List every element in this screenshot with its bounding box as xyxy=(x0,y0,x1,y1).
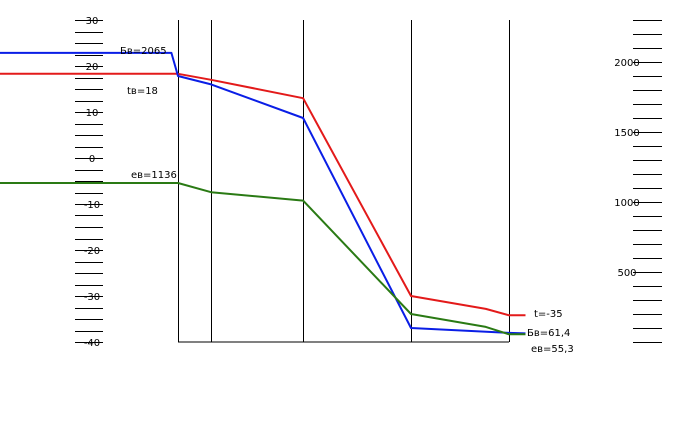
series-layer xyxy=(0,51,526,336)
annotation-eb_end: eв=55,3 xyxy=(531,344,574,355)
series-line-tb xyxy=(0,72,526,317)
left-axis-tick-label: 10 xyxy=(86,108,99,119)
series-line-e_b xyxy=(0,182,526,336)
left-axis-tick-label: -30 xyxy=(84,292,100,303)
left-axis-tick-label: -10 xyxy=(84,200,100,211)
annotation-tb_start: tв=18 xyxy=(127,86,158,97)
left-axis-tick-label: -20 xyxy=(84,246,100,257)
annotation-tb_end: t=-35 xyxy=(534,309,563,320)
left-axis-tick-label: 0 xyxy=(89,154,95,165)
annotation-sigma_start: Бв=2065 xyxy=(120,46,167,57)
section-dividers xyxy=(178,20,510,342)
right-axis-tick-label: 2000 xyxy=(614,58,639,69)
series-line-sigma_b xyxy=(0,51,526,335)
annotation-layer: Бв=2065 tв=18 eв=1136 t=-35 Бв=61,4 eв=55,3 xyxy=(120,46,574,355)
left-axis-ticks xyxy=(75,20,103,343)
right-axis-tick-label: 500 xyxy=(617,268,636,279)
left-axis-tick-label: 20 xyxy=(86,62,99,73)
right-axis-tick-label: 1500 xyxy=(614,128,639,139)
right-axis-labels: 2000 1500 1000 500 xyxy=(614,58,639,279)
left-axis-tick-label: -40 xyxy=(84,338,100,349)
right-axis-tick-label: 1000 xyxy=(614,198,639,209)
right-axis-ticks xyxy=(633,20,662,343)
left-axis-labels: 30 20 10 0 -10 -20 -30 -40 xyxy=(84,16,100,349)
annotation-sigma_end: Бв=61,4 xyxy=(527,328,570,339)
left-axis-tick-label: 30 xyxy=(86,16,99,27)
annotation-eb_start: eв=1136 xyxy=(131,170,177,181)
